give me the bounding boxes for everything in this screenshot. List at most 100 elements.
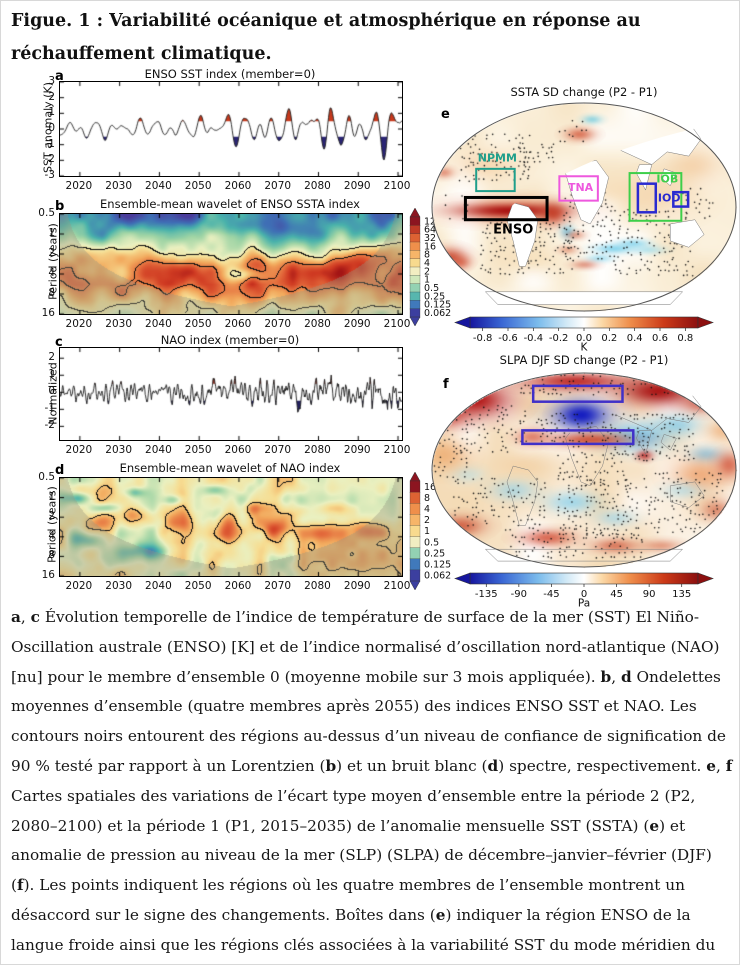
tick-label: 16 (41, 307, 55, 319)
tick-label: 2090 (343, 580, 371, 592)
caption-segment: e (706, 756, 716, 775)
caption-segment: a (11, 608, 21, 626)
figure-title: Figue. 1 : Variabilité océanique et atmo… (11, 11, 641, 64)
panel-ssta-sd-map: SSTA SD change (P2 - P1) e NPMMENSOTNAIO… (427, 83, 739, 354)
continent-outline (473, 395, 541, 458)
tick-label: 2050 (184, 580, 212, 592)
tick-label: 2050 (184, 180, 212, 192)
tick-label: 2050 (184, 444, 212, 456)
tick-label: 2100 (383, 318, 411, 330)
enso-wavelet-heatmap (59, 213, 403, 315)
tick-label: 2100 (383, 444, 411, 456)
caption-segment: Ondelettes moyennes d’ensemble (quatre m… (11, 667, 726, 775)
caption-segment: b (600, 667, 612, 686)
caption-segment: ) spectre, respectivement. (498, 756, 707, 775)
tick-label: 0.5 (38, 471, 55, 483)
tick-label: 2020 (65, 580, 93, 592)
svg-text:0.4: 0.4 (627, 333, 643, 344)
panel-a-title: ENSO SST index (member=0) (144, 67, 316, 81)
slpa-sd-change-map (430, 371, 738, 569)
continent-outline (670, 482, 704, 508)
panel-f-title: SLPA DJF SD change (P2 - P1) (499, 353, 669, 367)
tick-label: 8 (48, 287, 55, 299)
tick-label: 0 (48, 385, 55, 398)
tick-label: -3 (44, 169, 55, 181)
tick-label: 2 (48, 351, 55, 364)
panel-label-a: a (55, 69, 64, 84)
region-box-label: NPMM (478, 151, 517, 164)
caption-segment: Évolution temporelle de l’indice de temp… (11, 608, 720, 686)
continent-outline (572, 395, 603, 419)
panel-b-title: Ensemble-mean wavelet of ENSO SSTA index (100, 197, 360, 211)
enso-sst-timeseries-plot (59, 81, 403, 177)
tick-label: 16 (41, 569, 55, 581)
tick-label: 8 (48, 549, 55, 562)
svg-text:-0.2: -0.2 (549, 333, 569, 344)
tick-label: 2060 (224, 318, 252, 330)
nao-timeseries-plot (59, 347, 403, 441)
caption-segment: e (435, 905, 446, 924)
map-overlay-svg: NPMM ENSO TNA IOB IOD (431, 102, 737, 312)
panel-label-c: c (55, 335, 63, 350)
tick-label: 4 (48, 529, 55, 542)
tick-label: 2070 (264, 580, 292, 592)
continent-outline (602, 116, 701, 165)
svg-text:2: 2 (424, 266, 430, 277)
continent-outline (661, 434, 676, 450)
panel-e-title: SSTA SD change (P2 - P1) (510, 85, 658, 99)
tick-label: 2040 (145, 580, 172, 592)
continent-outline (485, 549, 682, 561)
tick-label: 2080 (304, 444, 331, 456)
svg-text:0.0: 0.0 (576, 333, 592, 344)
tick-label: 2080 (304, 180, 331, 192)
tick-label: 1 (48, 227, 55, 239)
tick-label: 4 (48, 267, 55, 279)
map-colorbar-svg: -135 -90 -45 0 45 90 135 Pa (454, 572, 714, 610)
tick-label: 2050 (184, 318, 212, 330)
tick-label: 2040 (145, 318, 172, 330)
svg-text:4: 4 (424, 504, 430, 515)
tick-label: 2 (48, 510, 55, 523)
caption-segment: , (611, 667, 621, 686)
continent-outline (547, 114, 569, 135)
tick-label: 2080 (304, 318, 331, 330)
continent-outline (566, 426, 609, 485)
svg-text:8: 8 (424, 250, 430, 261)
tick-label: 2060 (224, 180, 252, 192)
region-box-nao-center (531, 384, 624, 403)
caption-segment: b (325, 756, 337, 775)
caption-segment: d (487, 756, 499, 775)
svg-text:0.062: 0.062 (424, 308, 451, 319)
tick-label: 2080 (304, 580, 331, 592)
region-box-nao-center (521, 429, 635, 446)
svg-text:-90: -90 (511, 589, 527, 600)
caption-segment: , (20, 608, 31, 626)
continent-outline (602, 385, 701, 431)
tick-label: 2030 (105, 580, 133, 592)
svg-text:-45: -45 (543, 589, 559, 600)
panel-f-colorbar: -135 -90 -45 0 45 90 135 Pa (430, 571, 738, 611)
svg-text:0.062: 0.062 (424, 571, 451, 582)
tick-label: 2040 (145, 444, 172, 456)
region-box-TNA (558, 175, 599, 202)
continent-outline (670, 220, 704, 248)
caption-segment: ) et anomalie de pression au niveau de l… (11, 816, 712, 895)
tick-label: 0.5 (38, 207, 55, 219)
region-box-label: ENSO (493, 223, 533, 238)
region-box-ENSO (463, 195, 549, 222)
svg-text:1: 1 (424, 526, 430, 537)
panel-slpa-sd-map: SLPA DJF SD change (P2 - P1) f -135-90-4… (427, 351, 739, 610)
caption-segment: Cartes spatiales des variations de l’éca… (11, 786, 696, 835)
panel-label-b: b (55, 199, 65, 214)
map-colorbar-svg: -0.8 -0.6 -0.4 -0.2 0.0 0.2 0.4 0.6 0.8 K (454, 316, 714, 354)
svg-text:4: 4 (424, 258, 430, 269)
panel-f-map-overlay (430, 371, 738, 573)
tick-label: 2060 (224, 580, 252, 592)
svg-text:135: 135 (672, 589, 691, 600)
caption-segment: c (30, 608, 40, 626)
svg-text:0: 0 (581, 589, 587, 600)
tick-label: -2 (44, 419, 55, 432)
svg-text:8: 8 (424, 493, 430, 504)
panel-c-title: NAO index (member=0) (160, 333, 300, 347)
